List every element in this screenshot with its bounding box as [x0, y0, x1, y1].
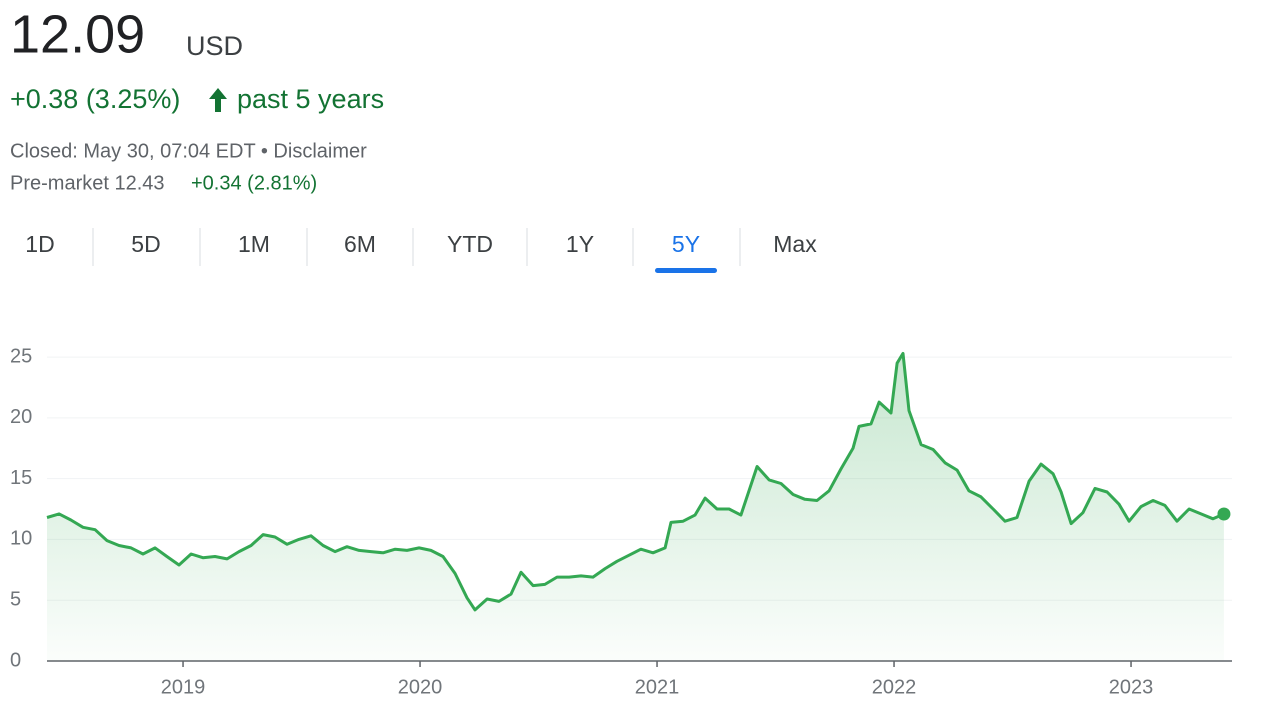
- premarket-price: Pre-market 12.43: [10, 172, 165, 194]
- x-tick-label: 2022: [872, 676, 917, 698]
- range-tab[interactable]: YTD: [447, 231, 493, 257]
- range-tab[interactable]: 5D: [131, 231, 160, 257]
- change-period: past 5 years: [237, 84, 384, 114]
- up-arrow: [209, 88, 227, 112]
- x-tick-label: 2020: [398, 676, 443, 698]
- x-tick-label: 2019: [161, 676, 206, 698]
- tab-underline: [655, 268, 717, 273]
- price-line: [46, 351, 1225, 612]
- currency: USD: [186, 31, 243, 61]
- y-tick-label: 10: [10, 528, 32, 550]
- price-change: +0.38 (3.25%): [10, 84, 180, 114]
- market-status: Closed: May 30, 07:04 EDT • Disclaimer: [10, 140, 367, 162]
- range-tab[interactable]: 1D: [25, 231, 54, 257]
- x-tick-label: 2021: [635, 676, 680, 698]
- price-area: [47, 353, 1224, 661]
- range-tabs: 1D 5D 1M 6M YTD 1Y 5Y Max: [25, 228, 817, 273]
- range-tab[interactable]: Max: [773, 231, 817, 257]
- range-tab[interactable]: 6M: [344, 231, 376, 257]
- y-tick-label: 0: [10, 649, 21, 671]
- y-tick-label: 5: [10, 588, 21, 610]
- range-tab[interactable]: 1M: [238, 231, 270, 257]
- range-tab[interactable]: 5Y: [672, 231, 700, 257]
- y-tick-label: 25: [10, 345, 32, 367]
- y-tick-label: 15: [10, 467, 32, 489]
- y-tick-label: 20: [10, 406, 32, 428]
- premarket-change: +0.34 (2.81%): [191, 172, 317, 194]
- last-point: [1217, 507, 1231, 521]
- price-chart: 0 5 10 15 20 25 2019 2020 2021 2022 2023: [10, 345, 1232, 698]
- price: 12.09: [10, 4, 145, 64]
- x-tick-label: 2023: [1109, 676, 1154, 698]
- range-tab[interactable]: 1Y: [566, 231, 594, 257]
